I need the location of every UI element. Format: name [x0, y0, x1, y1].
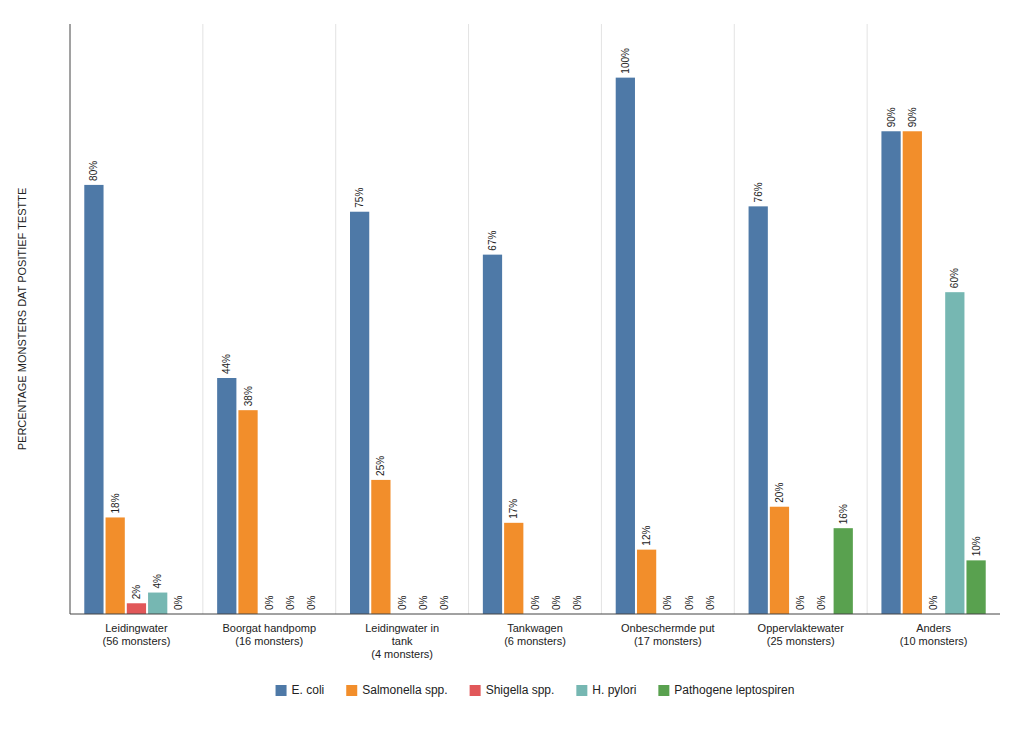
data-label: 100%	[620, 48, 631, 74]
legend-swatch	[346, 685, 357, 696]
data-labels: 80% 44% 75% 67% 100% 76% 90% 18% 38% 25% 17% 12% 20%…	[88, 48, 981, 610]
data-label: 17%	[508, 499, 519, 519]
group-separator	[734, 24, 735, 614]
bars	[84, 78, 985, 614]
bar	[371, 480, 390, 614]
bar	[637, 550, 656, 614]
legend: E. coli Salmonella spp. Shigella spp. H. py…	[276, 683, 795, 697]
data-label: 4%	[152, 574, 163, 589]
data-label: 90%	[886, 107, 897, 127]
bar	[881, 131, 900, 614]
data-label: 0%	[530, 595, 541, 610]
data-label: 76%	[753, 182, 764, 202]
legend-item: Salmonella spp.	[346, 683, 447, 697]
legend-swatch	[276, 685, 287, 696]
legend-swatch	[658, 685, 669, 696]
data-label: 60%	[949, 268, 960, 288]
x-tick-label: Anders(10 monsters)	[900, 622, 968, 647]
bar	[148, 593, 167, 614]
bar	[127, 603, 146, 614]
legend-swatch	[470, 685, 481, 696]
bar	[616, 78, 635, 614]
group-separator	[601, 24, 602, 614]
data-label: 0%	[928, 595, 939, 610]
x-tick-label: Oppervlaktewater(25 monsters)	[758, 622, 845, 647]
data-label: 0%	[285, 595, 296, 610]
data-label: 12%	[641, 526, 652, 546]
bar	[217, 378, 236, 614]
x-tick-label: Leidingwater intank(4 monsters)	[365, 622, 439, 660]
bar	[903, 131, 922, 614]
data-label: 90%	[907, 107, 918, 127]
data-label: 38%	[243, 386, 254, 406]
bar	[350, 212, 369, 614]
data-label: 0%	[306, 595, 317, 610]
chart: 80% 44% 75% 67% 100% 76% 90% 18% 38% 25% 17% 12% 20%…	[0, 0, 1024, 734]
bar	[84, 185, 103, 614]
x-tick-label: Onbeschermde put(17 monsters)	[621, 622, 715, 647]
bar	[749, 206, 768, 614]
legend-swatch	[576, 685, 587, 696]
group-separator	[468, 24, 469, 614]
bar	[966, 560, 985, 614]
bar	[106, 517, 125, 614]
legend-item: Pathogene leptospiren	[658, 683, 794, 697]
group-separator	[335, 24, 336, 614]
legend-item: E. coli	[276, 683, 325, 697]
data-label: 2%	[131, 585, 142, 600]
data-label: 16%	[838, 504, 849, 524]
bar	[238, 410, 257, 614]
legend-label: Pathogene leptospiren	[674, 683, 794, 697]
data-label: 80%	[88, 161, 99, 181]
x-axis-line	[70, 614, 1000, 615]
data-label: 0%	[397, 595, 408, 610]
data-label: 0%	[795, 595, 806, 610]
bar	[483, 255, 502, 614]
data-label: 67%	[487, 231, 498, 251]
data-label: 18%	[110, 493, 121, 513]
legend-item: Shigella spp.	[470, 683, 555, 697]
y-axis-line	[70, 24, 71, 614]
bar	[834, 528, 853, 614]
group-separator	[202, 24, 203, 614]
legend-label: Salmonella spp.	[362, 683, 447, 697]
bar	[945, 292, 964, 614]
data-label: 25%	[375, 456, 386, 476]
legend-label: H. pylori	[592, 683, 636, 697]
data-label: 0%	[439, 595, 450, 610]
data-label: 44%	[221, 354, 232, 374]
x-tick-label: Tankwagen(6 monsters)	[504, 622, 566, 647]
x-tick-label: Leidingwater(56 monsters)	[102, 622, 170, 647]
group-separator	[867, 24, 868, 614]
data-label: 0%	[816, 595, 827, 610]
legend-label: Shigella spp.	[486, 683, 555, 697]
data-label: 10%	[971, 536, 982, 556]
data-label: 20%	[774, 483, 785, 503]
data-label: 0%	[684, 595, 695, 610]
data-label: 0%	[264, 595, 275, 610]
data-label: 75%	[354, 188, 365, 208]
legend-item: H. pylori	[576, 683, 636, 697]
bar	[770, 507, 789, 614]
data-label: 0%	[418, 595, 429, 610]
bar	[504, 523, 523, 614]
x-tick-label: Boorgat handpomp(16 monsters)	[222, 622, 316, 647]
data-label: 0%	[662, 595, 673, 610]
data-label: 0%	[705, 595, 716, 610]
data-label: 0%	[572, 595, 583, 610]
data-label: 0%	[551, 595, 562, 610]
data-label: 0%	[173, 595, 184, 610]
y-axis-label: PERCENTAGE MONSTERS DAT POSITIEF TESTTE	[16, 188, 28, 451]
legend-label: E. coli	[292, 683, 325, 697]
